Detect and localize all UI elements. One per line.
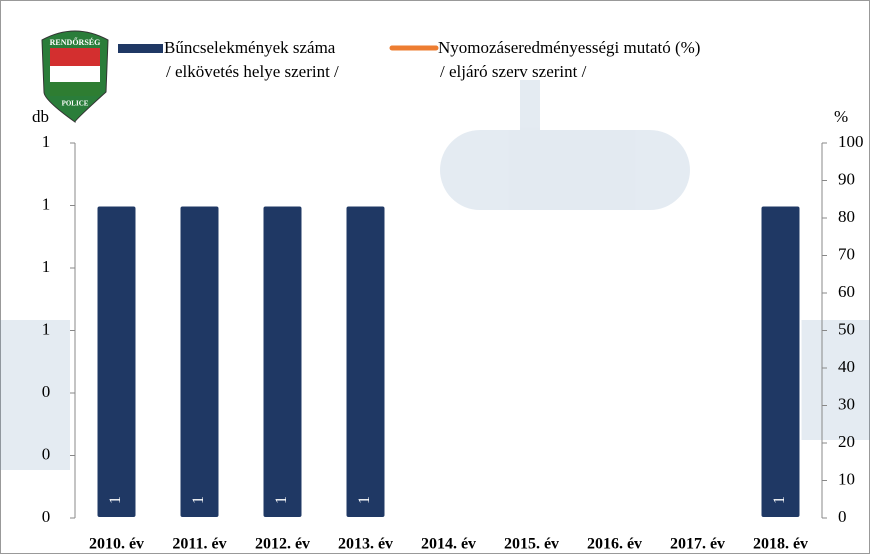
data-label: 1 bbox=[273, 496, 290, 504]
y-axis-title: db bbox=[32, 107, 49, 126]
bar bbox=[178, 204, 221, 519]
y-tick-label: 0 bbox=[42, 444, 51, 463]
x-tick-label: 2015. év bbox=[504, 536, 559, 553]
y2-tick-label: 100 bbox=[838, 132, 864, 151]
legend-label: Nyomozáseredményességi mutató (%) bbox=[438, 38, 700, 57]
bar bbox=[759, 204, 802, 519]
y-tick-label: 0 bbox=[42, 507, 51, 526]
data-label: 1 bbox=[190, 496, 207, 504]
x-tick-label: 2011. év bbox=[172, 536, 226, 553]
legend-swatch bbox=[118, 44, 163, 53]
x-tick-label: 2014. év bbox=[421, 536, 476, 553]
y2-axis-title: % bbox=[834, 107, 848, 126]
y2-tick-label: 20 bbox=[838, 432, 855, 451]
data-label: 1 bbox=[356, 496, 373, 504]
y-tick-label: 1 bbox=[42, 257, 51, 276]
data-label: 1 bbox=[771, 496, 788, 504]
y-tick-label: 1 bbox=[42, 319, 51, 338]
y2-tick-label: 40 bbox=[838, 357, 855, 376]
bar bbox=[95, 204, 138, 519]
x-tick-label: 2017. év bbox=[670, 536, 725, 553]
y2-tick-label: 10 bbox=[838, 469, 855, 488]
y2-tick-label: 30 bbox=[838, 394, 855, 413]
x-tick-label: 2010. év bbox=[89, 536, 144, 553]
y2-tick-label: 0 bbox=[838, 507, 847, 526]
y2-tick-label: 50 bbox=[838, 319, 855, 338]
logo-bottom: POLICE bbox=[62, 100, 89, 108]
logo: RENDŐRSÉG POLICE bbox=[41, 30, 109, 123]
x-tick-label: 2013. év bbox=[338, 536, 393, 553]
x-tick-label: 2012. év bbox=[255, 536, 310, 553]
y-tick-label: 1 bbox=[42, 132, 51, 151]
y2-tick-label: 90 bbox=[838, 169, 855, 188]
background-building bbox=[0, 80, 870, 470]
legend-label: Bűncselekmények száma bbox=[164, 38, 336, 57]
bar bbox=[261, 204, 304, 519]
x-tick-label: 2016. év bbox=[587, 536, 642, 553]
logo-top: RENDŐRSÉG bbox=[50, 37, 101, 47]
bar bbox=[344, 204, 387, 519]
data-label: 1 bbox=[107, 496, 124, 504]
x-tick-label: 2018. év bbox=[753, 536, 808, 553]
y2-tick-label: 80 bbox=[838, 207, 855, 226]
y-tick-label: 0 bbox=[42, 382, 51, 401]
y2-tick-label: 60 bbox=[838, 282, 855, 301]
y2-tick-label: 70 bbox=[838, 244, 855, 263]
y-tick-label: 1 bbox=[42, 194, 51, 213]
legend-label: / eljáró szerv szerint / bbox=[440, 62, 587, 81]
legend-label: / elkövetés helye szerint / bbox=[166, 62, 339, 81]
